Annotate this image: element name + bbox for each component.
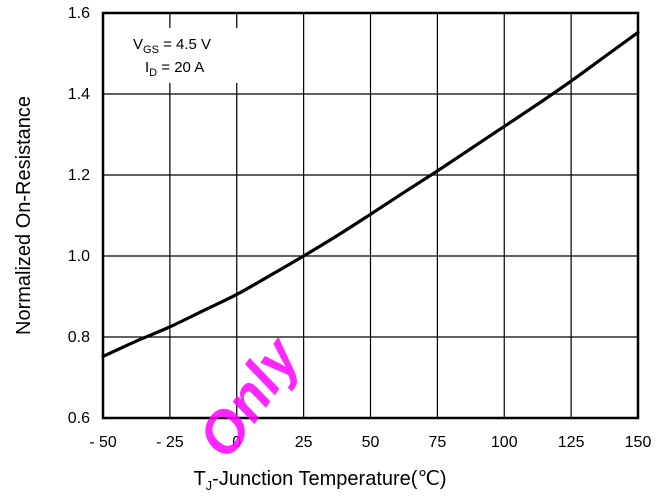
- y-tick-label: 1.2: [68, 167, 90, 184]
- series-line: [101, 30, 640, 359]
- annotation-box: VGS = 4.5 V ID = 20 A: [123, 28, 263, 83]
- x-tick-label: 0: [232, 434, 241, 451]
- annotation-id: ID = 20 A: [145, 59, 204, 79]
- x-tick-labels: - 50 - 25 0 25 50 75 100 125 150: [89, 434, 651, 451]
- x-tick-label: 50: [362, 434, 380, 451]
- x-tick-label: - 50: [89, 434, 117, 451]
- plot-frame: [101, 11, 640, 420]
- y-axis-label: Normalized On-Resistance: [13, 96, 35, 335]
- x-tick-label: 75: [428, 434, 446, 451]
- y-tick-labels: 0.6 0.8 1.0 1.2 1.4 1.6: [68, 5, 90, 427]
- annotation-vgs: VGS = 4.5 V: [133, 36, 211, 56]
- y-tick-label: 1.4: [68, 86, 90, 103]
- y-tick-label: 1.0: [68, 248, 90, 265]
- y-tick-label: 1.6: [68, 5, 90, 22]
- x-tick-label: 25: [295, 434, 313, 451]
- annotation-background: [123, 28, 263, 83]
- x-tick-label: - 25: [156, 434, 184, 451]
- x-tick-label: 125: [558, 434, 585, 451]
- y-tick-label: 0.8: [68, 329, 90, 346]
- x-axis-label: TJ-Junction Temperature(℃): [193, 468, 446, 493]
- y-tick-label: 0.6: [68, 410, 90, 427]
- x-tick-label: 150: [625, 434, 652, 451]
- x-tick-label: 100: [491, 434, 518, 451]
